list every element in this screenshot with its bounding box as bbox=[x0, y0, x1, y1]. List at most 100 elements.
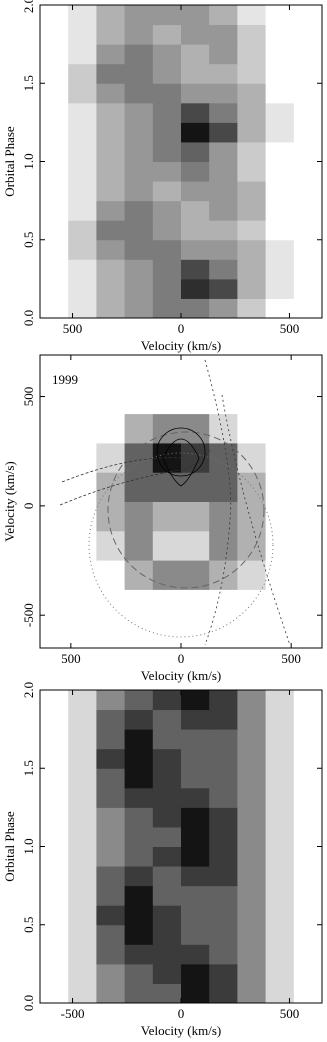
intensity-cell bbox=[124, 768, 154, 789]
intensity-cell bbox=[124, 63, 154, 84]
intensity-cell bbox=[40, 963, 69, 984]
intensity-cell bbox=[40, 355, 69, 385]
intensity-cell bbox=[40, 442, 69, 473]
y-tick-label: 2.0 bbox=[21, 0, 36, 13]
intensity-cell bbox=[265, 24, 295, 45]
intensity-cell bbox=[265, 530, 295, 561]
intensity-cell bbox=[181, 866, 210, 887]
intensity-cell bbox=[124, 826, 154, 847]
intensity-cell bbox=[124, 866, 154, 887]
intensity-cell bbox=[152, 983, 182, 1004]
intensity-cell bbox=[237, 83, 267, 104]
intensity-cell bbox=[96, 618, 126, 649]
intensity-cell bbox=[265, 259, 295, 280]
intensity-cell bbox=[68, 442, 97, 473]
intensity-cell bbox=[96, 768, 126, 789]
intensity-cell bbox=[265, 501, 295, 532]
intensity-cell bbox=[237, 355, 267, 385]
intensity-cell bbox=[40, 413, 69, 444]
intensity-cell bbox=[265, 161, 295, 182]
intensity-cell bbox=[152, 690, 182, 711]
intensity-cell bbox=[209, 905, 238, 926]
intensity-cell bbox=[40, 618, 69, 649]
intensity-cell bbox=[181, 181, 210, 202]
intensity-cell bbox=[181, 44, 210, 65]
intensity-cell bbox=[40, 530, 69, 561]
intensity-cell bbox=[209, 846, 238, 867]
intensity-cell bbox=[40, 866, 69, 887]
intensity-cell bbox=[293, 5, 323, 26]
intensity-cell bbox=[40, 63, 69, 84]
intensity-cell bbox=[152, 5, 182, 26]
intensity-cell bbox=[124, 618, 154, 649]
intensity-cell bbox=[152, 924, 182, 945]
intensity-cell bbox=[152, 24, 182, 45]
intensity-cell bbox=[265, 200, 295, 221]
intensity-cell bbox=[209, 259, 238, 280]
intensity-cell bbox=[181, 748, 210, 769]
intensity-cell bbox=[209, 200, 238, 221]
intensity-cell bbox=[124, 44, 154, 65]
intensity-cell bbox=[68, 846, 97, 867]
intensity-cell bbox=[209, 983, 238, 1004]
intensity-cell bbox=[209, 963, 238, 984]
intensity-cell bbox=[181, 472, 210, 502]
intensity-cell bbox=[293, 384, 323, 415]
x-tick-label: 500 bbox=[63, 321, 83, 336]
intensity-cell bbox=[293, 944, 323, 965]
intensity-cell bbox=[293, 298, 323, 319]
intensity-cell bbox=[68, 807, 97, 828]
intensity-cell bbox=[265, 866, 295, 887]
intensity-cell bbox=[293, 729, 323, 750]
intensity-cell bbox=[237, 161, 267, 182]
intensity-cell bbox=[293, 589, 323, 620]
intensity-cell bbox=[209, 472, 238, 502]
intensity-cell bbox=[40, 807, 69, 828]
intensity-cell bbox=[265, 298, 295, 319]
intensity-cell bbox=[181, 560, 210, 590]
x-tick-label: 500 bbox=[281, 651, 301, 666]
intensity-cell bbox=[40, 83, 69, 104]
intensity-cell bbox=[237, 807, 267, 828]
intensity-cell bbox=[209, 298, 238, 319]
intensity-cell bbox=[265, 384, 295, 415]
intensity-cell bbox=[124, 501, 154, 532]
intensity-cell bbox=[40, 384, 69, 415]
intensity-cell bbox=[209, 885, 238, 906]
intensity-cell bbox=[293, 905, 323, 926]
intensity-cell bbox=[293, 560, 323, 590]
intensity-cell bbox=[152, 239, 182, 260]
intensity-cell bbox=[96, 787, 126, 808]
intensity-cell bbox=[152, 866, 182, 887]
intensity-cell bbox=[152, 278, 182, 299]
intensity-cell bbox=[181, 963, 210, 984]
intensity-cell bbox=[152, 501, 182, 532]
intensity-cell bbox=[124, 885, 154, 906]
y-tick-label: 0.0 bbox=[21, 995, 36, 1011]
intensity-cell bbox=[68, 787, 97, 808]
x-axis-title: Velocity (km/s) bbox=[141, 338, 222, 353]
intensity-cell bbox=[209, 278, 238, 299]
intensity-cell bbox=[293, 709, 323, 730]
intensity-cell bbox=[96, 690, 126, 711]
intensity-cell bbox=[68, 355, 97, 385]
intensity-cell bbox=[209, 709, 238, 730]
intensity-cell bbox=[181, 709, 210, 730]
intensity-cell bbox=[237, 298, 267, 319]
intensity-cell bbox=[68, 181, 97, 202]
intensity-cell bbox=[293, 501, 323, 532]
intensity-cell bbox=[68, 5, 97, 26]
intensity-cell bbox=[265, 618, 295, 649]
intensity-cell bbox=[96, 278, 126, 299]
intensity-cell bbox=[68, 924, 97, 945]
intensity-cell bbox=[96, 885, 126, 906]
intensity-cell bbox=[124, 442, 154, 473]
intensity-cell bbox=[293, 220, 323, 241]
intensity-cell bbox=[181, 944, 210, 965]
intensity-cell bbox=[181, 298, 210, 319]
intensity-cell bbox=[124, 729, 154, 750]
intensity-cell bbox=[96, 826, 126, 847]
intensity-cell bbox=[293, 748, 323, 769]
intensity-cell bbox=[209, 589, 238, 620]
